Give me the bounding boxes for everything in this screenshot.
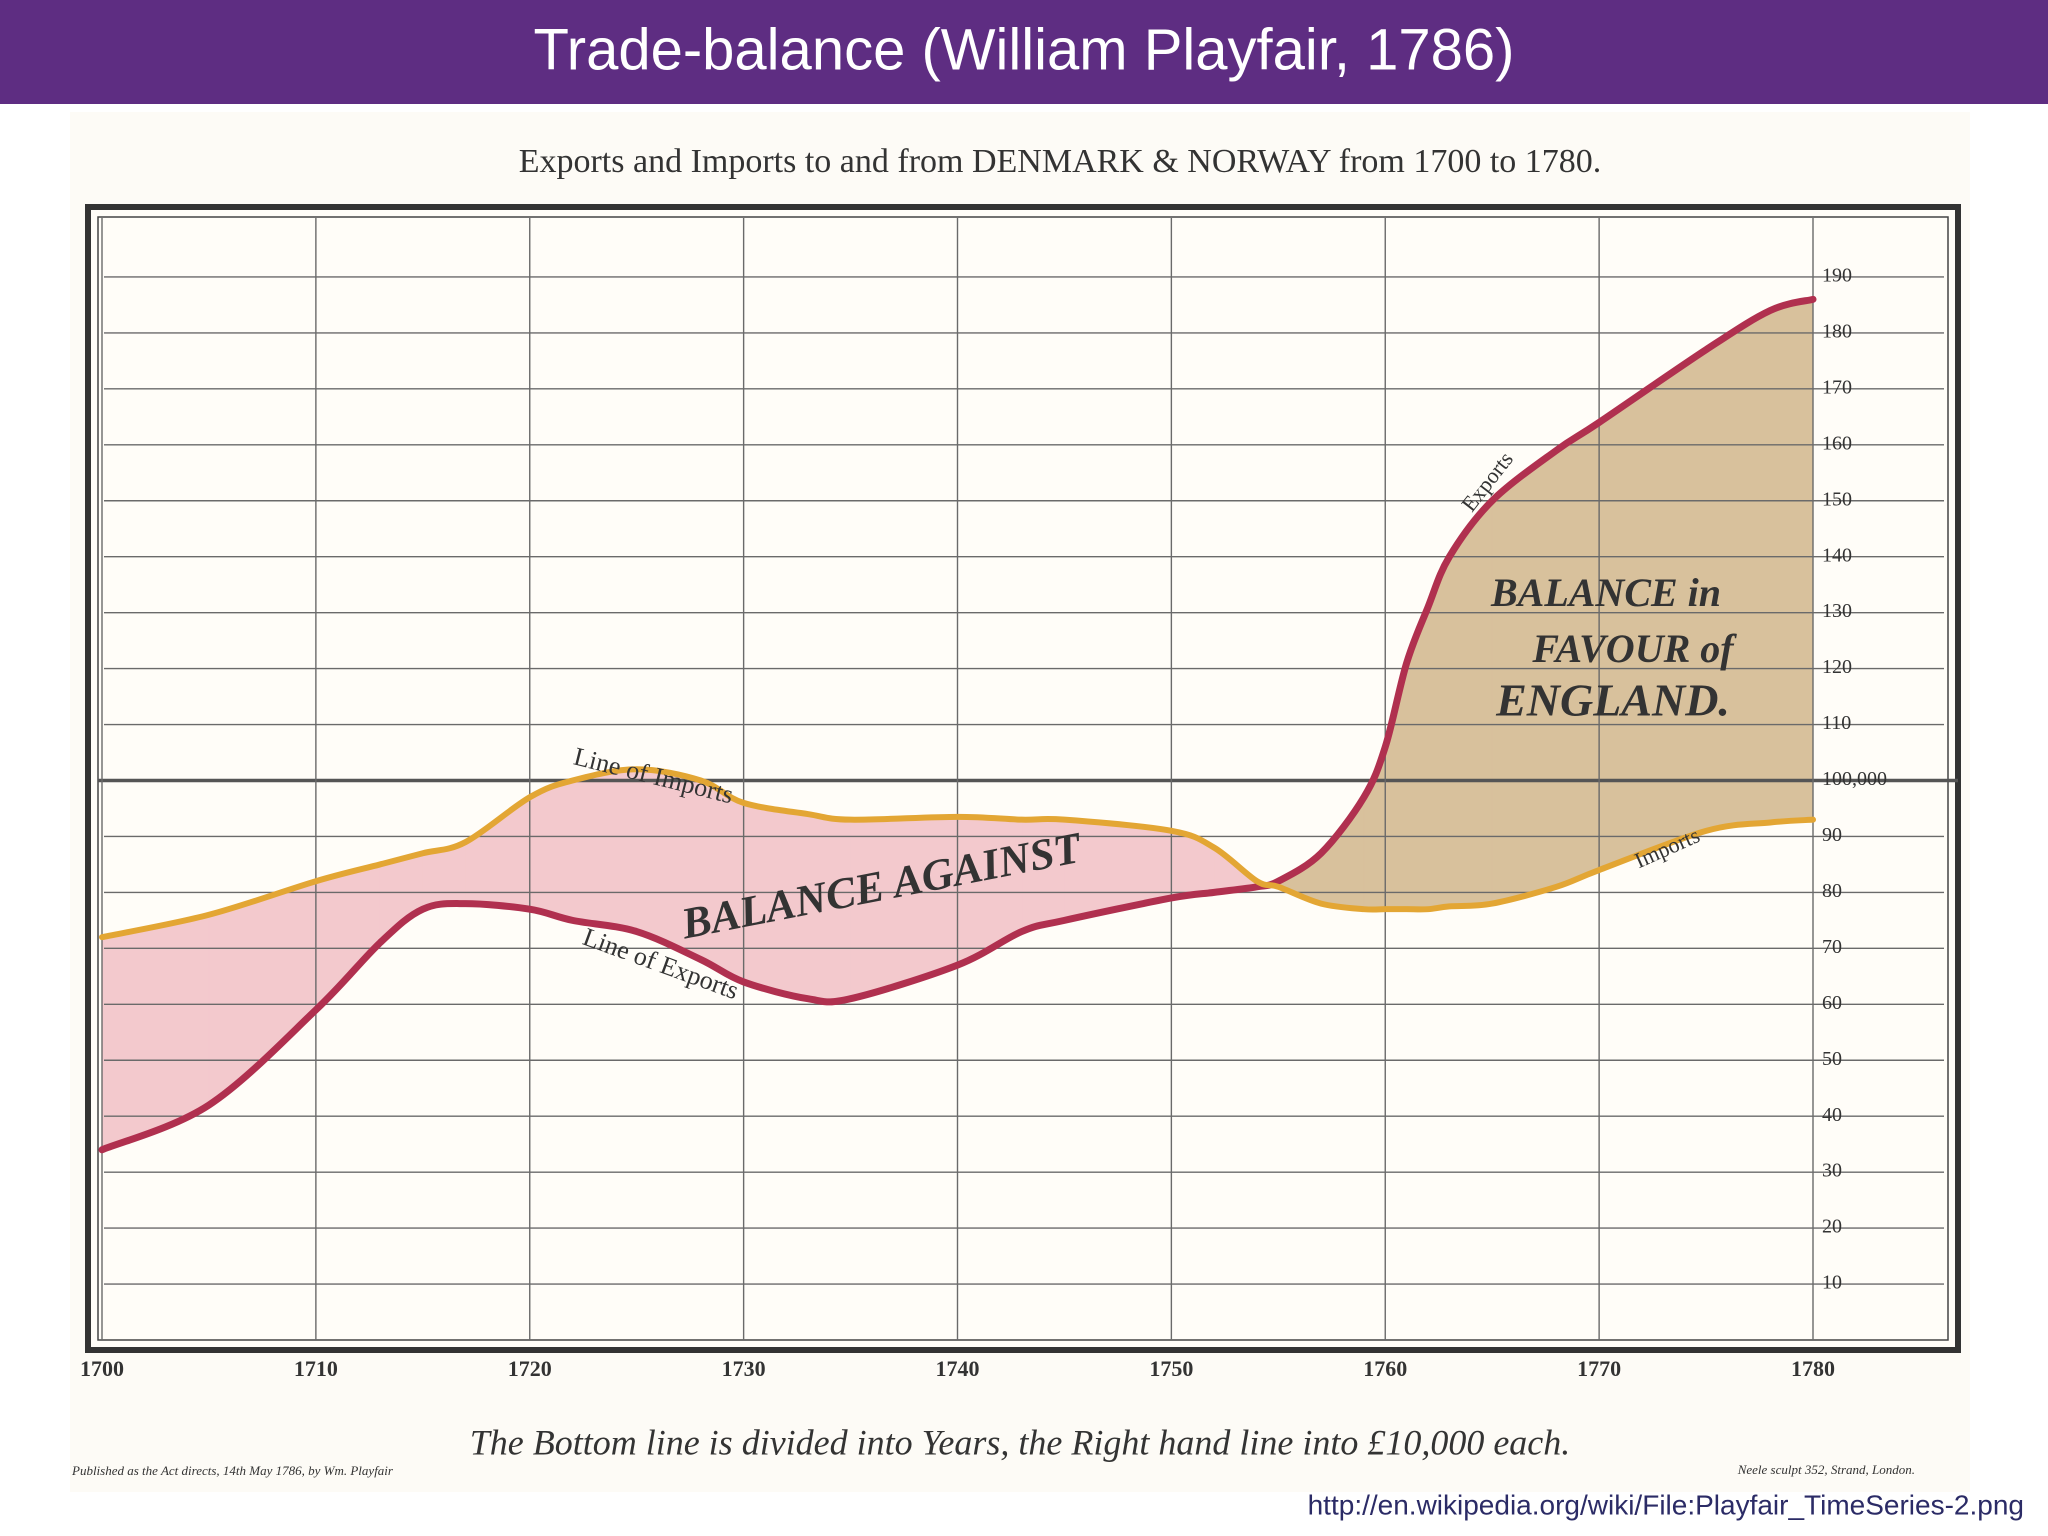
y-tick-label: 120 [1822, 656, 1852, 678]
series-line [98, 295, 1817, 1154]
x-tick-label: 1760 [1363, 1356, 1407, 1381]
y-tick-label: 170 [1822, 376, 1852, 398]
annotation: FAVOUR of [1531, 626, 1737, 671]
x-tick-label: 1720 [508, 1356, 552, 1381]
y-tick-label: 190 [1822, 265, 1852, 287]
series-line [99, 766, 1816, 941]
y-tick-label: 80 [1822, 880, 1842, 902]
y-tick-label: 50 [1822, 1048, 1842, 1070]
engraver: Neele sculpt 352, Strand, London. [1737, 1462, 1915, 1477]
y-tick-label: 30 [1822, 1160, 1842, 1182]
x-tick-label: 1730 [722, 1356, 766, 1381]
y-tick-label: 150 [1822, 488, 1852, 510]
balance-area [700, 779, 745, 983]
y-tick-label: 160 [1822, 432, 1852, 454]
y-tick-label: 90 [1822, 824, 1842, 846]
publisher: Published as the Act directs, 14th May 1… [71, 1463, 394, 1478]
y-tick-label: 140 [1822, 544, 1852, 566]
annotation: BALANCE in [1490, 570, 1721, 615]
annotation: ENGLAND. [1495, 675, 1730, 726]
y-tick-label: 40 [1822, 1104, 1842, 1126]
y-tick-label: 130 [1822, 600, 1852, 622]
y-tick-label: 10 [1822, 1272, 1842, 1294]
source-url: http://en.wikipedia.org/wiki/File:Playfa… [1308, 1489, 2024, 1520]
axis-note: The Bottom line is divided into Years, t… [470, 1422, 1571, 1462]
y-tick-label: 60 [1822, 992, 1842, 1014]
slide-title: Trade-balance (William Playfair, 1786) [533, 17, 1514, 82]
x-tick-label: 1780 [1791, 1356, 1835, 1381]
x-tick-label: 1710 [294, 1356, 338, 1381]
balance-area [529, 779, 573, 921]
balance-area [572, 768, 638, 933]
y-tick-label: 20 [1822, 1216, 1842, 1238]
balance-area [1769, 298, 1814, 823]
x-tick-label: 1770 [1577, 1356, 1621, 1381]
y-tick-label: 180 [1822, 320, 1852, 342]
balance-area [1449, 499, 1493, 907]
chart-title: Exports and Imports to and from DENMARK … [519, 143, 1602, 180]
y-tick-label: 70 [1822, 936, 1842, 958]
plot: 10 20 30 40 50 60 70 80 90 100,000 110 120 130 140 150… [80, 218, 1958, 1381]
x-tick-label: 1700 [80, 1356, 124, 1381]
y-tick-label: 100,000 [1822, 768, 1887, 790]
balance-area [1427, 556, 1450, 910]
header-bar [0, 0, 2048, 104]
y-tick-label: 110 [1822, 712, 1851, 734]
x-tick-label: 1750 [1149, 1356, 1193, 1381]
x-tick-label: 1740 [936, 1356, 980, 1381]
inner-frame [97, 216, 1949, 1341]
